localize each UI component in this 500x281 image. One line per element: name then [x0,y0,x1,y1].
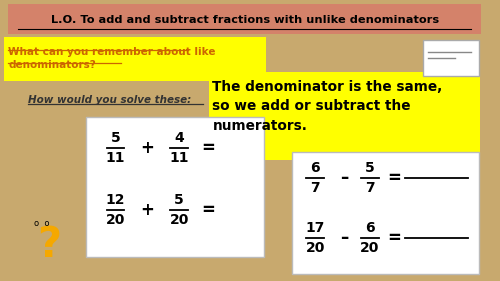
Text: 5: 5 [174,193,184,207]
Text: 5: 5 [365,161,374,175]
Text: –: – [340,169,348,187]
Text: 20: 20 [170,213,189,227]
Text: 6: 6 [310,161,320,175]
FancyBboxPatch shape [422,40,480,76]
Text: 20: 20 [306,241,325,255]
Text: 12: 12 [106,193,126,207]
Text: 20: 20 [106,213,126,227]
Text: 11: 11 [106,151,126,165]
Text: 4: 4 [174,131,184,145]
Text: =: = [388,169,401,187]
FancyBboxPatch shape [208,72,480,160]
Text: What can you remember about like
denominators?: What can you remember about like denomin… [8,47,216,70]
Text: –: – [340,229,348,247]
Text: 5: 5 [111,131,120,145]
FancyBboxPatch shape [292,152,480,274]
Text: 17: 17 [306,221,325,235]
Text: 11: 11 [170,151,189,165]
Text: 6: 6 [365,221,374,235]
Text: The denominator is the same,
so we add or subtract the
numerators.: The denominator is the same, so we add o… [212,80,442,133]
Text: =: = [202,139,215,157]
Text: +: + [140,201,154,219]
Text: 20: 20 [360,241,380,255]
FancyBboxPatch shape [8,4,482,34]
Text: L.O. To add and subtract fractions with unlike denominators: L.O. To add and subtract fractions with … [50,15,439,25]
Text: 7: 7 [365,181,374,195]
FancyBboxPatch shape [86,117,264,257]
Text: o  o: o o [34,219,49,228]
Text: How would you solve these:: How would you solve these: [28,95,191,105]
Text: 7: 7 [310,181,320,195]
Text: +: + [140,139,154,157]
Text: =: = [202,201,215,219]
Text: ?: ? [37,224,62,266]
FancyBboxPatch shape [4,37,266,81]
Text: =: = [388,229,401,247]
